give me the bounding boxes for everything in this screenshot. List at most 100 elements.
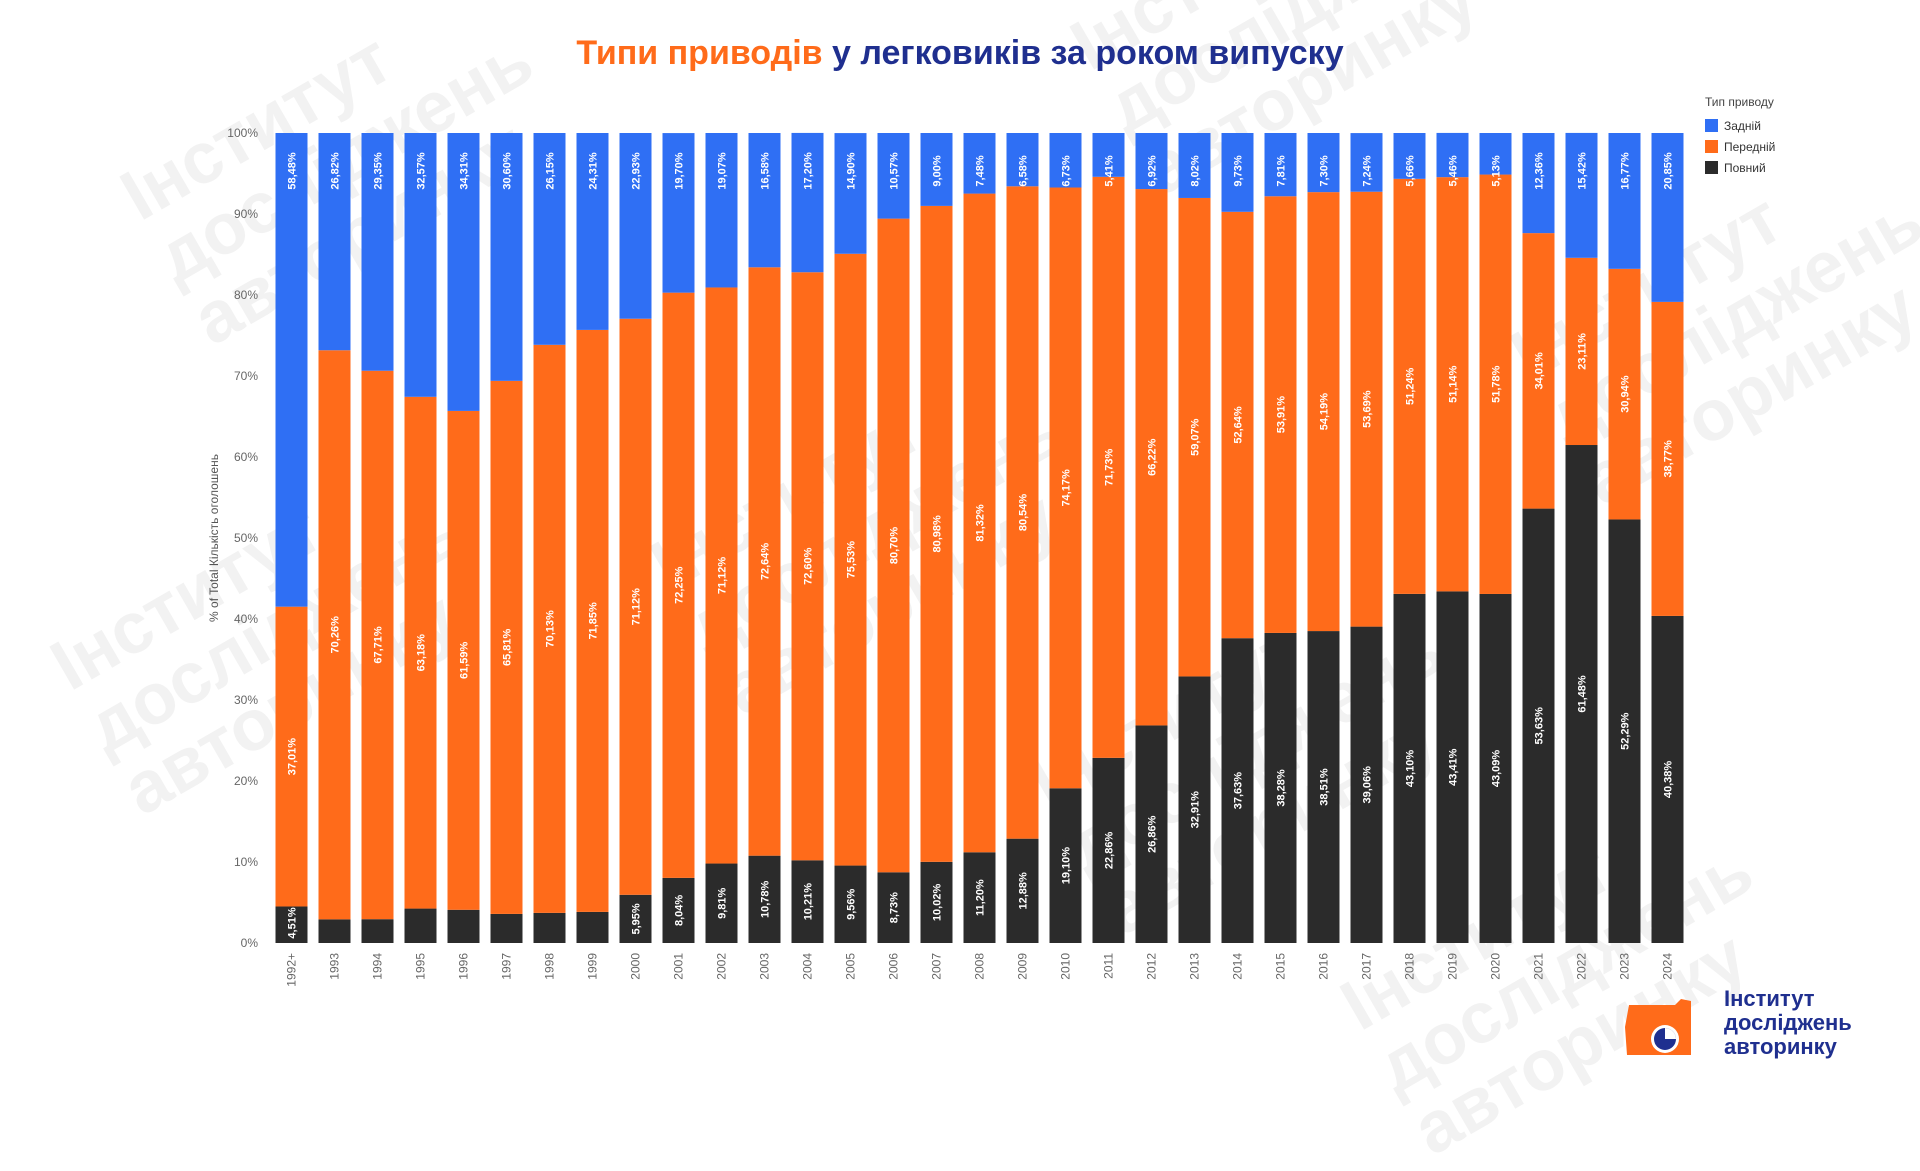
data-label: 32,91% xyxy=(1190,791,1202,829)
bar-segment xyxy=(1436,132,1469,178)
data-label: 24,31% xyxy=(588,152,600,190)
data-label: 11,20% xyxy=(975,879,987,916)
data-label: 61,48% xyxy=(1577,675,1589,713)
bar-segment xyxy=(791,132,824,273)
bar-segment xyxy=(791,272,824,861)
x-tick-label: 1993 xyxy=(328,953,342,980)
data-label: 38,51% xyxy=(1319,768,1331,806)
data-label: 80,54% xyxy=(1018,494,1030,532)
bar-segment xyxy=(533,912,566,943)
y-tick-label: 0% xyxy=(241,936,259,950)
bar-segment xyxy=(1135,133,1168,190)
data-label: 8,73% xyxy=(889,892,901,923)
bar-segment xyxy=(576,133,609,330)
institute-logo-icon xyxy=(1625,999,1691,1055)
x-tick-label: 2024 xyxy=(1661,953,1675,980)
bar-segment xyxy=(275,606,308,907)
data-label: 51,14% xyxy=(1448,365,1460,403)
bar-segment xyxy=(1522,233,1555,509)
bar-segment xyxy=(1651,615,1684,943)
data-label: 53,69% xyxy=(1362,390,1374,428)
data-label: 51,78% xyxy=(1491,365,1503,403)
bar-segment xyxy=(275,906,308,943)
x-tick-label: 2007 xyxy=(930,953,944,980)
bar-segment xyxy=(1565,445,1598,943)
x-tick-label: 2022 xyxy=(1575,953,1589,980)
x-tick-label: 2016 xyxy=(1317,953,1331,980)
bar-segment xyxy=(318,133,351,351)
bar-segment xyxy=(404,908,437,943)
data-label: 5,46% xyxy=(1448,155,1460,186)
bar-segment xyxy=(1393,593,1426,943)
data-label: 17,20% xyxy=(803,152,815,190)
bar-segment xyxy=(662,133,695,293)
data-label: 26,15% xyxy=(545,152,557,190)
bar-segment xyxy=(619,318,652,895)
bar-segment xyxy=(1608,133,1641,269)
x-tick-label: 2023 xyxy=(1618,953,1632,980)
x-tick-label: 1999 xyxy=(586,953,600,980)
data-label: 63,18% xyxy=(416,634,428,672)
institute-logo: Інститут досліджень авторинку xyxy=(1623,985,1863,1065)
legend-item-full: Повний xyxy=(1705,157,1775,178)
data-label: 71,12% xyxy=(717,557,729,595)
data-label: 6,58% xyxy=(1018,155,1030,186)
data-label: 7,48% xyxy=(975,155,987,186)
data-label: 58,48% xyxy=(287,152,299,190)
legend-label-rear: Задній xyxy=(1724,118,1761,133)
legend-label-full: Повний xyxy=(1724,160,1766,175)
x-tick-label: 2020 xyxy=(1489,953,1503,980)
y-tick-label: 100% xyxy=(227,126,258,140)
bar-segment xyxy=(1178,676,1211,943)
x-tick-label: 2019 xyxy=(1446,953,1460,980)
bar-segment xyxy=(963,852,996,943)
x-tick-label: 2010 xyxy=(1059,953,1073,980)
y-tick-label: 80% xyxy=(234,288,258,302)
data-label: 43,10% xyxy=(1405,750,1417,788)
bar-segment xyxy=(1178,197,1211,677)
bar-segment xyxy=(533,133,566,345)
data-label: 52,29% xyxy=(1620,712,1632,750)
bar-segment xyxy=(1436,177,1469,592)
bar-segment xyxy=(748,133,781,268)
x-tick-label: 2006 xyxy=(887,953,901,980)
legend-swatch-rear xyxy=(1705,119,1718,132)
data-label: 10,21% xyxy=(803,883,815,921)
data-label: 34,01% xyxy=(1534,352,1546,390)
bar-segment xyxy=(490,133,523,381)
data-label: 7,24% xyxy=(1362,155,1374,186)
data-label: 39,06% xyxy=(1362,766,1374,804)
bar-segment xyxy=(834,133,867,254)
bar-segment xyxy=(1436,591,1469,943)
bar-segment xyxy=(705,133,738,288)
bar-segment xyxy=(619,894,652,943)
legend: Тип приводу Задній Передній Повний xyxy=(1705,95,1775,178)
bar-segment xyxy=(963,133,996,194)
data-label: 70,13% xyxy=(545,610,557,648)
bar-segment xyxy=(920,205,953,862)
data-label: 70,26% xyxy=(330,616,342,654)
data-label: 10,78% xyxy=(760,880,772,918)
y-tick-label: 50% xyxy=(234,531,258,545)
bar-segment xyxy=(533,344,566,913)
bar-segment xyxy=(318,919,351,943)
y-tick-label: 90% xyxy=(234,207,258,221)
bar-segment xyxy=(1651,301,1684,616)
bar-segment xyxy=(1522,133,1555,234)
bar-segment xyxy=(1178,133,1211,198)
bar-segment xyxy=(404,133,437,397)
data-label: 71,12% xyxy=(631,588,643,626)
x-tick-label: 2014 xyxy=(1231,953,1245,980)
data-label: 10,57% xyxy=(889,152,901,190)
data-label: 43,41% xyxy=(1448,748,1460,786)
bar-segment xyxy=(1522,508,1555,943)
legend-swatch-front xyxy=(1705,140,1718,153)
x-tick-label: 2012 xyxy=(1145,953,1159,980)
bar-segment xyxy=(662,292,695,878)
bar-segment xyxy=(877,133,910,219)
bar-segment xyxy=(1135,189,1168,726)
x-tick-label: 2015 xyxy=(1274,953,1288,980)
bar-segment xyxy=(447,410,480,910)
bar-segment xyxy=(1049,187,1082,789)
data-label: 75,53% xyxy=(846,541,858,579)
